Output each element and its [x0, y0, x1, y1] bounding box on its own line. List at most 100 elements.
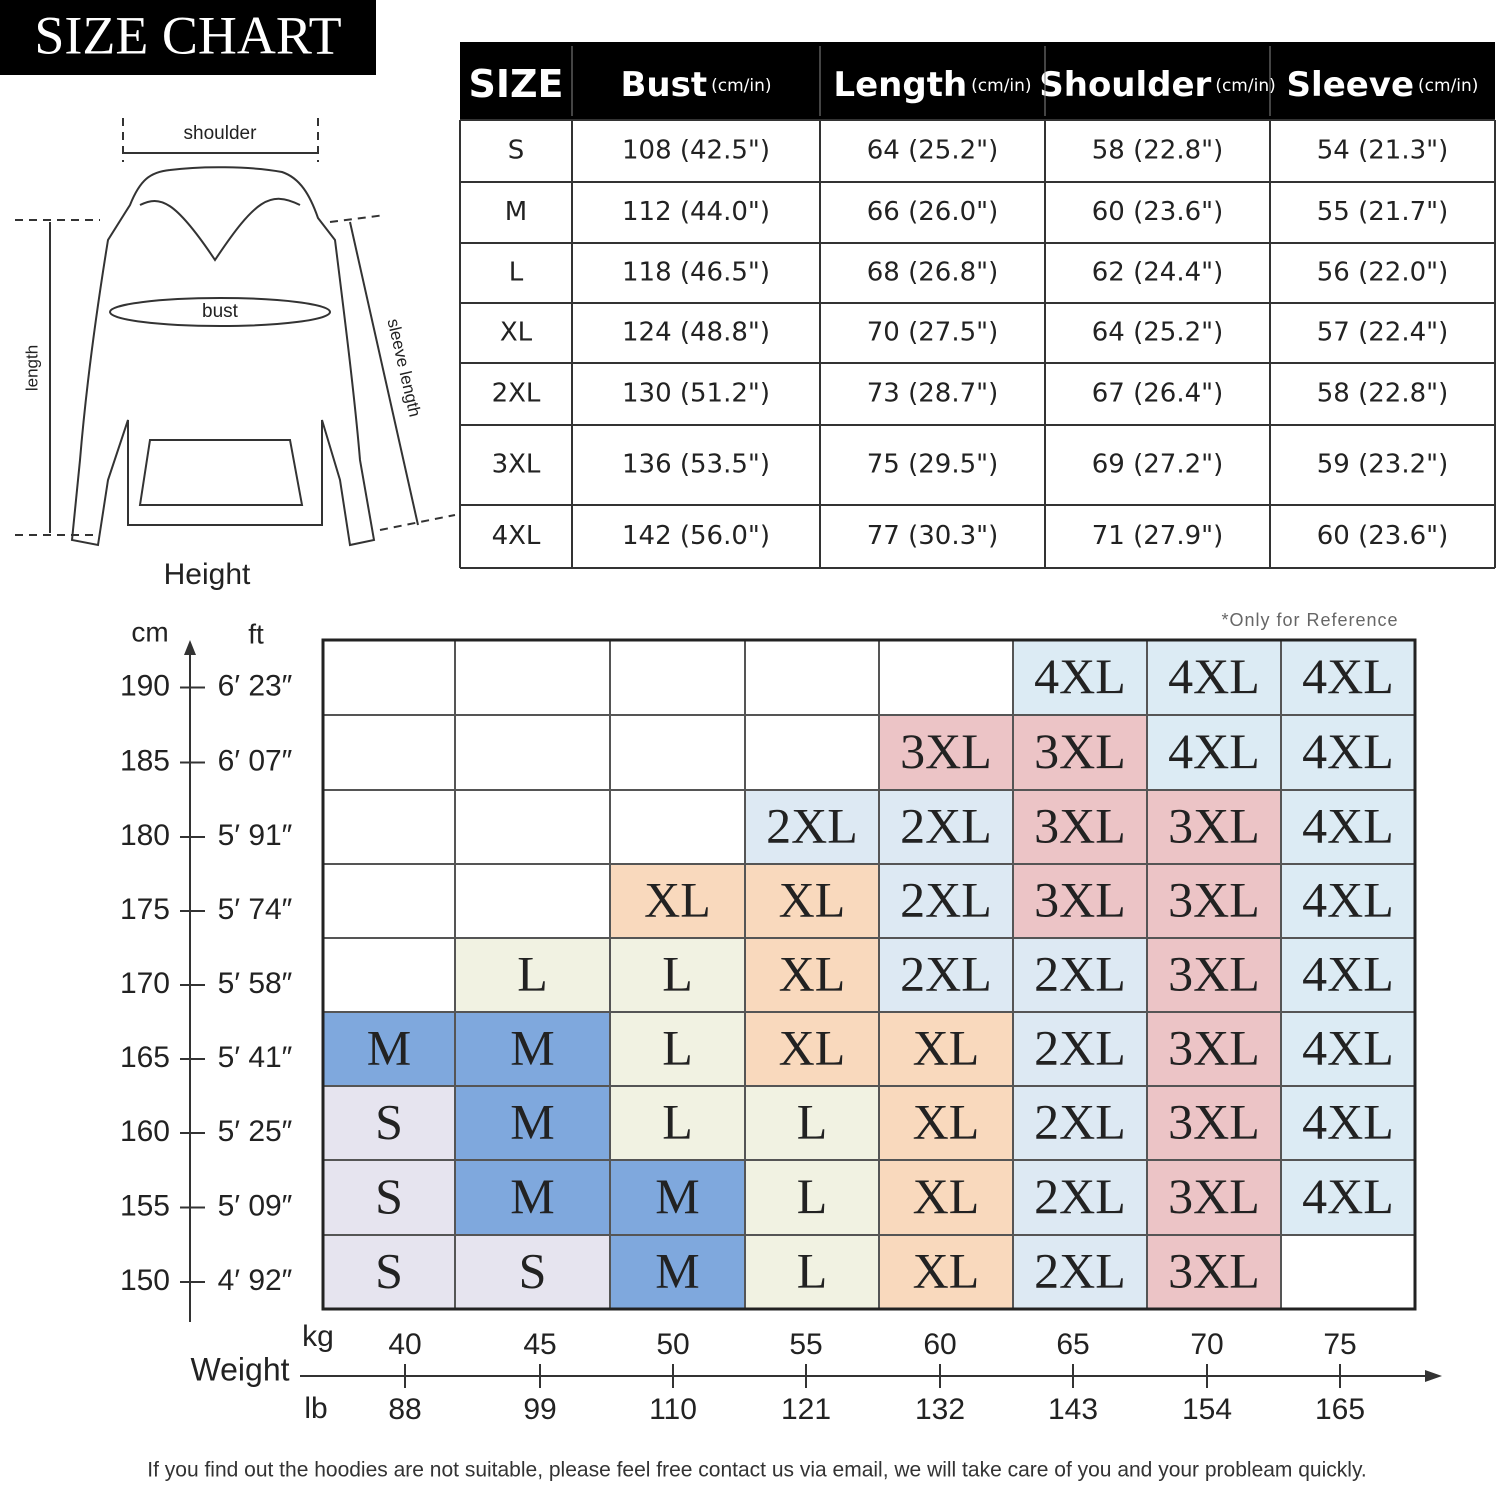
- grid-size: 4XL: [1168, 648, 1260, 704]
- grid-size: 4XL: [1034, 648, 1126, 704]
- length-label: length: [22, 345, 41, 391]
- grid-cell: [1146, 1234, 1282, 1310]
- weight-arrow: [1425, 1370, 1442, 1382]
- table-header: Shoulder (cm/in): [1039, 65, 1275, 105]
- grid-cell: [878, 789, 1014, 865]
- header-label: Sleeve: [1287, 65, 1414, 105]
- table-cell: 70 (27.5"): [867, 318, 999, 348]
- weight-kg: 45: [523, 1328, 556, 1361]
- height-ft: 5′ 25″: [218, 1115, 293, 1148]
- height-ft: 6′ 23″: [218, 669, 293, 702]
- grid-size: 3XL: [1168, 945, 1260, 1001]
- table-size: 4XL: [492, 521, 541, 551]
- table-size: 2XL: [492, 379, 541, 409]
- height-ft: 5′ 41″: [218, 1041, 293, 1074]
- weight-lb: 154: [1182, 1393, 1232, 1426]
- grid-size: 2XL: [1034, 1093, 1126, 1149]
- grid-cell: [454, 714, 611, 791]
- grid-size: 2XL: [766, 797, 858, 853]
- grid-size: S: [375, 1168, 403, 1224]
- grid-cell: [878, 639, 1014, 716]
- grid-size: L: [797, 1168, 828, 1224]
- table-cell: 66 (26.0"): [867, 197, 999, 227]
- grid-cell: [1012, 1085, 1148, 1161]
- grid-size: M: [367, 1019, 411, 1075]
- header-label: Length: [833, 65, 967, 105]
- grid-cell: [609, 639, 746, 716]
- grid-cell: [322, 937, 456, 1013]
- grid-size: S: [519, 1242, 547, 1298]
- grid-size: L: [662, 1019, 693, 1075]
- grid-size: 2XL: [1034, 1019, 1126, 1075]
- grid-cell: [744, 1234, 880, 1310]
- grid-cell: [322, 714, 456, 791]
- grid-size: 2XL: [900, 797, 992, 853]
- grid-cell: [322, 789, 456, 865]
- grid-size: S: [375, 1093, 403, 1149]
- table-cell: 124 (48.8"): [622, 318, 770, 348]
- grid-cell: [1012, 1234, 1148, 1310]
- grid-size: 3XL: [1168, 1168, 1260, 1224]
- grid-size: XL: [913, 1168, 980, 1224]
- grid-cell: [878, 1011, 1014, 1087]
- table-header: Sleeve (cm/in): [1287, 65, 1479, 105]
- grid-size: 3XL: [1168, 1019, 1260, 1075]
- height-ft: 4′ 92″: [218, 1264, 293, 1297]
- grid-cell: [609, 863, 746, 939]
- weight-kg: 65: [1056, 1328, 1089, 1361]
- grid-cell: [609, 1159, 746, 1236]
- grid-cell: [1012, 639, 1148, 716]
- cm-label: cm: [131, 616, 168, 647]
- table-cell: 73 (28.7"): [867, 379, 999, 409]
- grid-size: M: [655, 1242, 699, 1298]
- grid-cell: [744, 714, 880, 791]
- weight-kg: 55: [789, 1328, 822, 1361]
- grid-size: L: [662, 1093, 693, 1149]
- height-cm: 165: [120, 1041, 170, 1074]
- grid-size: 4XL: [1302, 723, 1394, 779]
- grid-size: 2XL: [900, 871, 992, 927]
- grid-size: 3XL: [900, 723, 992, 779]
- table-cell: 62 (24.4"): [1092, 258, 1224, 288]
- grid-size: 4XL: [1302, 1093, 1394, 1149]
- height-cm: 185: [120, 744, 170, 777]
- weight-lb: 88: [388, 1393, 421, 1426]
- height-cm: 170: [120, 967, 170, 1000]
- grid-cell: [878, 863, 1014, 939]
- weight-kg: 50: [656, 1328, 689, 1361]
- table-cell: 58 (22.8"): [1092, 136, 1224, 166]
- grid-cell: [1146, 937, 1282, 1013]
- grid-size: XL: [913, 1019, 980, 1075]
- table-cell: 71 (27.9"): [1092, 521, 1224, 551]
- grid-size: XL: [779, 945, 846, 1001]
- height-ft: 5′ 09″: [218, 1189, 293, 1222]
- grid-border: [321, 638, 1417, 1311]
- grid-cell: [1280, 714, 1416, 791]
- grid-cell: [878, 937, 1014, 1013]
- grid-cell: [454, 789, 611, 865]
- grid-cell: [454, 639, 611, 716]
- header-label: SIZE: [468, 62, 563, 106]
- grid-size: 2XL: [900, 945, 992, 1001]
- header-label: Shoulder: [1039, 65, 1211, 105]
- grid-size: 4XL: [1168, 723, 1260, 779]
- grid-size: 2XL: [1034, 1168, 1126, 1224]
- grid-cell: [609, 937, 746, 1013]
- grid-size: M: [510, 1093, 554, 1149]
- grid-cell: [454, 1011, 611, 1087]
- grid-size: 4XL: [1302, 1019, 1394, 1075]
- grid-cell: [454, 937, 611, 1013]
- grid-size: L: [797, 1093, 828, 1149]
- grid-cell: [878, 714, 1014, 791]
- grid-size: 2XL: [1034, 945, 1126, 1001]
- table-cell: 58 (22.8"): [1317, 379, 1449, 409]
- ft-label: ft: [248, 618, 264, 649]
- table-header: Length (cm/in): [833, 65, 1031, 105]
- grid-size: 4XL: [1302, 945, 1394, 1001]
- grid-cell: [609, 789, 746, 865]
- height-label: Height: [164, 558, 251, 591]
- hoodie-diagram: shoulder bust length sleeve length Heigh…: [15, 118, 456, 591]
- height-ft: 5′ 91″: [218, 819, 293, 852]
- grid-size: XL: [779, 1019, 846, 1075]
- grid-cell: [878, 1159, 1014, 1236]
